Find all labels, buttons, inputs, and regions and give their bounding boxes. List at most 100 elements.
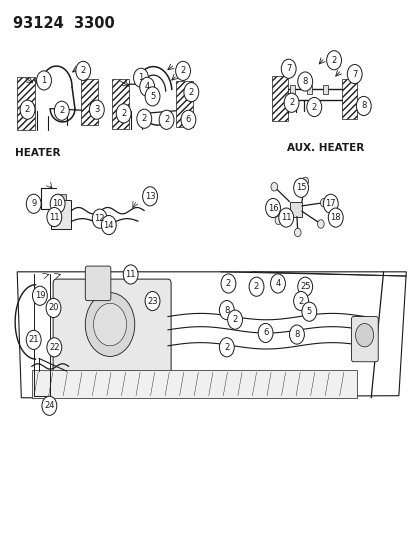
Text: 24: 24 xyxy=(44,401,55,410)
Text: 14: 14 xyxy=(103,221,114,230)
Text: 2: 2 xyxy=(81,67,85,75)
Text: 8: 8 xyxy=(302,77,307,86)
Circle shape xyxy=(219,301,234,320)
Text: 11: 11 xyxy=(49,213,59,222)
Circle shape xyxy=(283,93,298,112)
Circle shape xyxy=(320,198,326,207)
Circle shape xyxy=(116,104,131,123)
Text: 7: 7 xyxy=(285,64,291,73)
Circle shape xyxy=(54,101,69,120)
Circle shape xyxy=(76,61,90,80)
Text: 1: 1 xyxy=(138,73,143,82)
Bar xyxy=(271,76,287,122)
FancyBboxPatch shape xyxy=(351,317,377,362)
Circle shape xyxy=(50,194,65,213)
FancyBboxPatch shape xyxy=(85,266,111,301)
Text: 2: 2 xyxy=(331,56,336,64)
Circle shape xyxy=(219,338,234,357)
Circle shape xyxy=(101,215,116,235)
Circle shape xyxy=(326,51,341,70)
Circle shape xyxy=(258,324,272,343)
Circle shape xyxy=(265,198,280,217)
Text: HEATER: HEATER xyxy=(15,149,60,158)
Circle shape xyxy=(46,298,61,318)
Text: 8: 8 xyxy=(294,330,299,339)
Circle shape xyxy=(159,110,173,130)
Circle shape xyxy=(294,228,300,237)
Bar xyxy=(176,82,192,127)
Circle shape xyxy=(142,187,157,206)
Text: 2: 2 xyxy=(180,67,185,75)
Circle shape xyxy=(92,209,107,228)
Text: 8: 8 xyxy=(223,305,229,314)
Circle shape xyxy=(270,182,277,191)
Bar xyxy=(17,77,34,130)
Text: 23: 23 xyxy=(147,296,157,305)
Text: 9: 9 xyxy=(31,199,36,208)
Text: 5: 5 xyxy=(306,307,311,316)
Bar xyxy=(289,201,301,216)
Circle shape xyxy=(289,325,304,344)
Circle shape xyxy=(93,303,126,346)
Circle shape xyxy=(137,109,151,128)
Circle shape xyxy=(274,216,281,224)
Text: 6: 6 xyxy=(185,115,191,124)
Circle shape xyxy=(270,274,285,293)
Text: 21: 21 xyxy=(28,335,39,344)
Text: 22: 22 xyxy=(49,343,59,352)
Circle shape xyxy=(278,208,293,227)
Circle shape xyxy=(249,277,263,296)
Text: 6: 6 xyxy=(262,328,268,337)
Circle shape xyxy=(32,286,47,305)
Text: 2: 2 xyxy=(298,296,303,305)
Circle shape xyxy=(145,292,159,311)
Text: 2: 2 xyxy=(59,106,64,115)
Bar xyxy=(306,85,311,94)
Circle shape xyxy=(36,71,51,90)
Text: 2: 2 xyxy=(121,109,126,118)
Circle shape xyxy=(140,77,154,96)
Text: 2: 2 xyxy=(25,105,30,114)
Circle shape xyxy=(183,83,198,102)
Circle shape xyxy=(47,338,62,357)
Circle shape xyxy=(221,274,235,293)
Circle shape xyxy=(347,64,361,84)
Text: 10: 10 xyxy=(52,199,63,208)
Text: 2: 2 xyxy=(288,98,294,107)
Circle shape xyxy=(356,96,370,116)
Circle shape xyxy=(323,194,337,213)
Circle shape xyxy=(306,98,321,117)
Text: 15: 15 xyxy=(295,183,306,192)
Text: 18: 18 xyxy=(330,213,340,222)
Circle shape xyxy=(145,87,159,106)
Bar xyxy=(81,79,97,125)
Circle shape xyxy=(317,220,323,228)
Text: 17: 17 xyxy=(325,199,335,208)
Circle shape xyxy=(42,396,57,415)
Bar xyxy=(51,200,71,229)
Text: 11: 11 xyxy=(280,213,291,222)
Text: AUX. HEATER: AUX. HEATER xyxy=(286,143,363,152)
Circle shape xyxy=(47,207,62,227)
Circle shape xyxy=(293,178,308,197)
Circle shape xyxy=(89,100,104,119)
Circle shape xyxy=(175,61,190,80)
Text: 2: 2 xyxy=(188,87,193,96)
Text: 13: 13 xyxy=(145,192,155,201)
Text: 11: 11 xyxy=(125,270,135,279)
Bar xyxy=(31,370,356,398)
FancyBboxPatch shape xyxy=(53,279,171,386)
Circle shape xyxy=(301,177,308,185)
Bar xyxy=(112,79,129,130)
Bar xyxy=(323,85,328,94)
Circle shape xyxy=(328,208,342,227)
Text: 19: 19 xyxy=(35,291,45,300)
Bar xyxy=(290,85,294,94)
Text: 2: 2 xyxy=(141,114,147,123)
Text: 20: 20 xyxy=(48,303,59,312)
Circle shape xyxy=(180,110,195,130)
Circle shape xyxy=(26,194,41,213)
Text: 7: 7 xyxy=(351,70,356,78)
Text: 2: 2 xyxy=(225,279,230,288)
Text: 5: 5 xyxy=(150,92,155,101)
